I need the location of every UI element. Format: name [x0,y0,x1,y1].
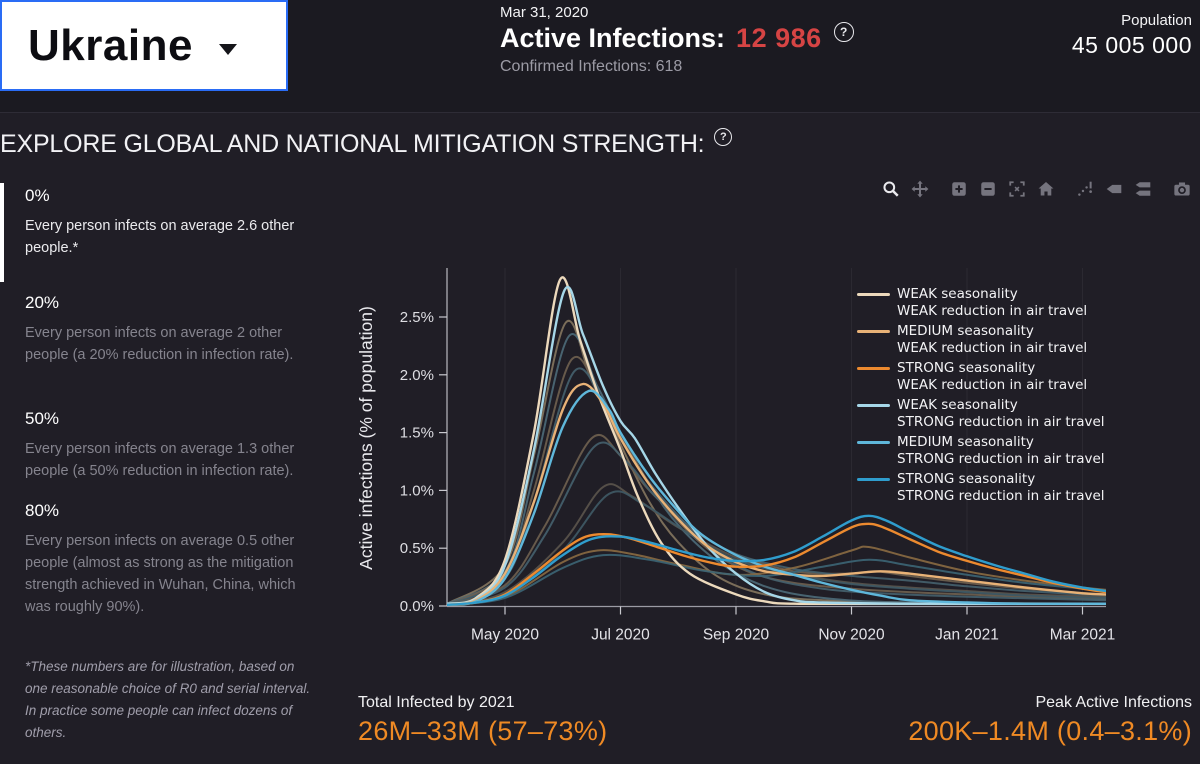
confirmed-infections: Confirmed Infections: 618 [500,58,683,75]
y-axis-title: Active infections (% of population) [356,306,376,570]
legend-swatch-line [857,293,890,296]
legend-swatch-line [857,404,890,407]
mitigation-option-description: Every person infects on average 2 other … [25,325,294,363]
mitigation-option-80[interactable]: 80% Every person infects on average 0.5 … [0,501,320,618]
y-tick-label: 0.0% [400,598,434,615]
peak-active-label: Peak Active Infections [1035,694,1192,711]
mitigation-option-description: Every person infects on average 1.3 othe… [25,441,295,479]
legend-label: MEDIUM seasonality STRONG reduction in ai… [897,434,1105,467]
help-icon[interactable]: ? [833,21,854,42]
legend-entry[interactable]: MEDIUM seasonality WEAK reduction in air … [857,323,1105,357]
legend-label: STRONG seasonality STRONG reduction in ai… [897,471,1105,504]
total-infected-label: Total Infected by 2021 [358,694,515,711]
mitigation-option-description: Every person infects on average 2.6 othe… [25,218,295,256]
chevron-down-icon [218,44,237,55]
x-tick-label: Sep 2020 [703,627,770,644]
y-tick-label: 0.5% [400,540,434,557]
legend-swatch-line [857,330,890,333]
header-stats: Mar 31, 2020 Active Infections: 12 986 ?… [500,4,854,76]
country-selector-value: Ukraine [28,20,193,70]
current-date: Mar 31, 2020 [500,4,589,21]
legend-entry[interactable]: STRONG seasonality WEAK reduction in air … [857,360,1105,394]
mitigation-option-label: 0% [25,186,50,205]
legend-swatch-line [857,441,890,444]
population-label: Population [1121,12,1192,29]
legend-label: STRONG seasonality WEAK reduction in air … [897,360,1088,393]
legend-swatch-line [857,367,890,370]
active-infections-value: 12 986 [736,23,822,53]
toggle-spikelines-icon[interactable] [1075,179,1095,199]
y-tick-label: 2.5% [400,309,434,326]
selected-indicator [0,183,4,282]
pan-icon[interactable] [910,179,930,199]
zoom-in-icon[interactable] [949,179,969,199]
peak-active-value: 200K–1.4M (0.4–3.1%) [908,716,1192,746]
mitigation-option-20[interactable]: 20% Every person infects on average 2 ot… [0,293,320,366]
hover-closest-icon[interactable] [1104,179,1124,199]
mitigation-option-label: 50% [25,409,60,428]
section-title: EXPLORE GLOBAL AND NATIONAL MITIGATION S… [0,130,705,158]
total-infected-value: 26M–33M (57–73%) [358,716,608,746]
mitigation-option-label: 80% [25,501,60,520]
y-tick-label: 1.5% [400,425,434,442]
legend-swatch-line [857,478,890,481]
download-camera-icon[interactable] [1172,179,1192,199]
header-divider [0,112,1200,113]
zoom-out-icon[interactable] [978,179,998,199]
help-icon[interactable]: ? [714,128,733,146]
zoom-icon[interactable] [881,179,901,199]
chart-modebar [872,179,1192,199]
legend-label: WEAK seasonality WEAK reduction in air tr… [897,286,1088,319]
x-tick-label: Jul 2020 [591,627,650,644]
legend-entry[interactable]: MEDIUM seasonality STRONG reduction in ai… [857,434,1105,468]
peak-active-summary: Peak Active Infections 200K–1.4M (0.4–3.… [908,694,1192,747]
legend-entry[interactable]: WEAK seasonality WEAK reduction in air tr… [857,286,1105,320]
legend-label: WEAK seasonality STRONG reduction in air … [897,397,1105,430]
legend-label: MEDIUM seasonality WEAK reduction in air … [897,323,1088,356]
legend-entry[interactable]: WEAK seasonality STRONG reduction in air … [857,397,1105,431]
autoscale-icon[interactable] [1007,179,1027,199]
x-tick-label: Mar 2021 [1050,627,1115,644]
mitigation-option-0[interactable]: 0% Every person infects on average 2.6 o… [0,186,320,259]
country-selector[interactable]: Ukraine [0,0,288,91]
x-tick-label: May 2020 [471,627,539,644]
x-tick-label: Jan 2021 [935,627,999,644]
mitigation-option-label: 20% [25,293,60,312]
illustration-footnote: *These numbers are for illustration, bas… [25,659,311,740]
x-tick-label: Nov 2020 [818,627,885,644]
mitigation-option-50[interactable]: 50% Every person infects on average 1.3 … [0,409,320,482]
y-tick-label: 2.0% [400,367,434,384]
chart-legend: WEAK seasonality WEAK reduction in air tr… [857,286,1105,508]
y-tick-label: 1.0% [400,482,434,499]
mitigation-option-description: Every person infects on average 0.5 othe… [25,533,296,615]
population-block: Population 45 005 000 [960,12,1192,59]
population-value: 45 005 000 [1071,32,1192,58]
hover-compare-icon[interactable] [1133,179,1153,199]
legend-entry[interactable]: STRONG seasonality STRONG reduction in ai… [857,471,1105,505]
active-infections-label: Active Infections: [500,23,726,53]
total-infected-summary: Total Infected by 2021 26M–33M (57–73%) [358,694,607,747]
reset-axes-home-icon[interactable] [1036,179,1056,199]
